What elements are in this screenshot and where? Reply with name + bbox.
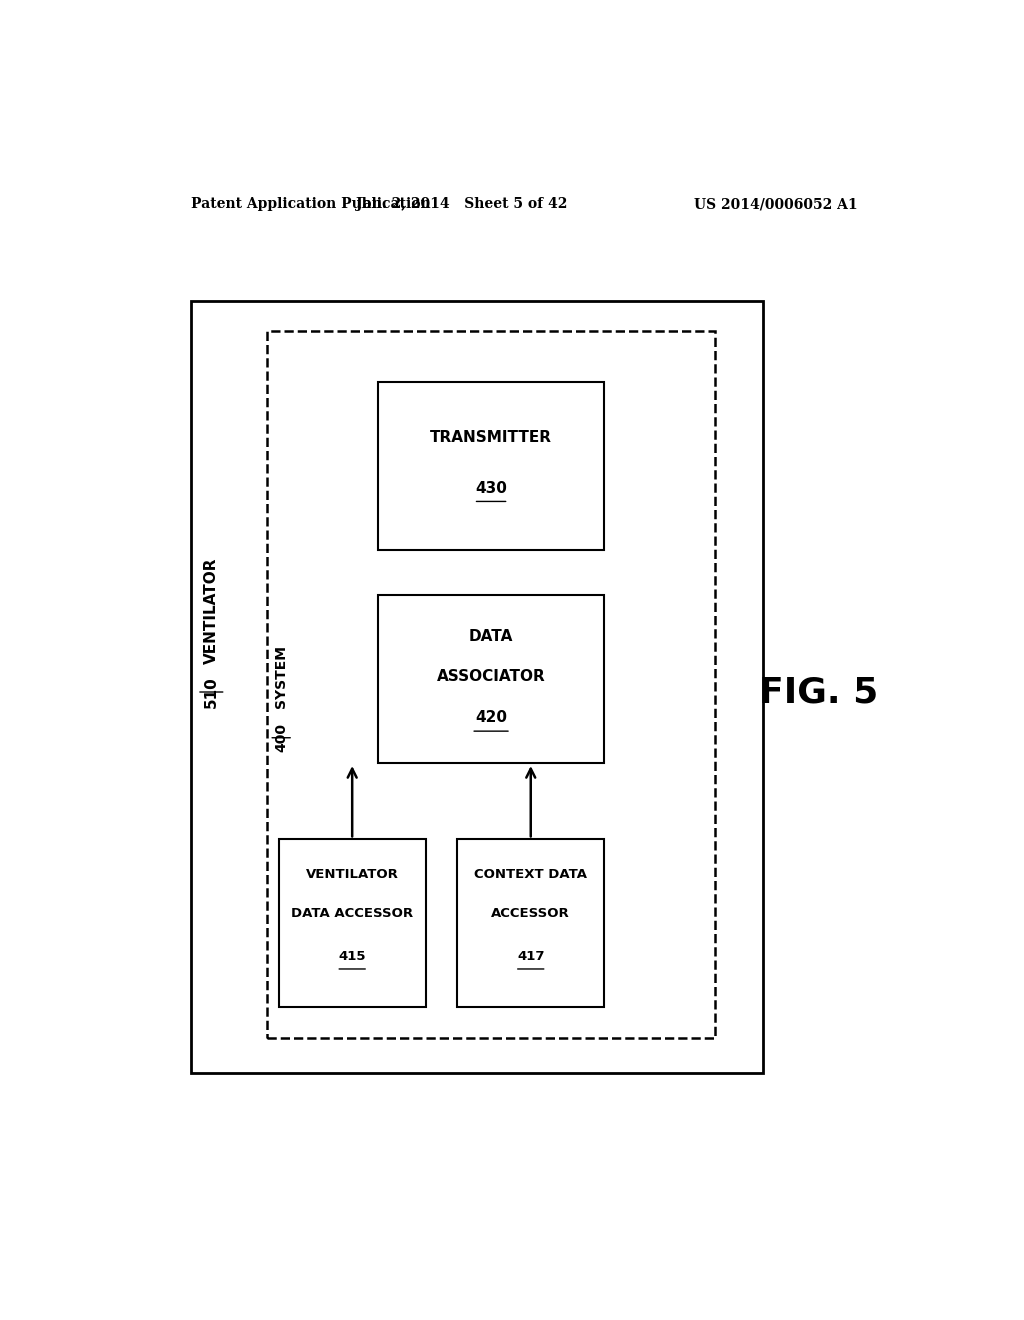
Bar <box>378 595 604 763</box>
Text: CONTEXT DATA: CONTEXT DATA <box>474 869 587 880</box>
Text: Jan. 2, 2014   Sheet 5 of 42: Jan. 2, 2014 Sheet 5 of 42 <box>355 197 567 211</box>
Text: 510: 510 <box>204 676 219 708</box>
Text: FIG. 5: FIG. 5 <box>759 675 878 709</box>
Text: VENTILATOR: VENTILATOR <box>204 557 219 664</box>
Text: Patent Application Publication: Patent Application Publication <box>191 197 431 211</box>
Text: 400: 400 <box>274 723 288 752</box>
Bar <box>191 301 763 1073</box>
Text: DATA: DATA <box>469 630 513 644</box>
Text: US 2014/0006052 A1: US 2014/0006052 A1 <box>694 197 858 211</box>
Text: TRANSMITTER: TRANSMITTER <box>430 430 552 445</box>
Text: SYSTEM: SYSTEM <box>274 645 288 709</box>
Text: VENTILATOR: VENTILATOR <box>306 869 398 880</box>
Text: 420: 420 <box>475 710 507 726</box>
Bar <box>458 840 604 1007</box>
Text: 417: 417 <box>517 950 545 964</box>
Bar <box>279 840 426 1007</box>
Text: 415: 415 <box>339 950 366 964</box>
Text: ASSOCIATOR: ASSOCIATOR <box>436 669 546 684</box>
Text: ACCESSOR: ACCESSOR <box>492 907 570 920</box>
Bar <box>267 331 715 1038</box>
Text: 430: 430 <box>475 480 507 496</box>
Bar <box>378 381 604 549</box>
Text: DATA ACCESSOR: DATA ACCESSOR <box>291 907 414 920</box>
